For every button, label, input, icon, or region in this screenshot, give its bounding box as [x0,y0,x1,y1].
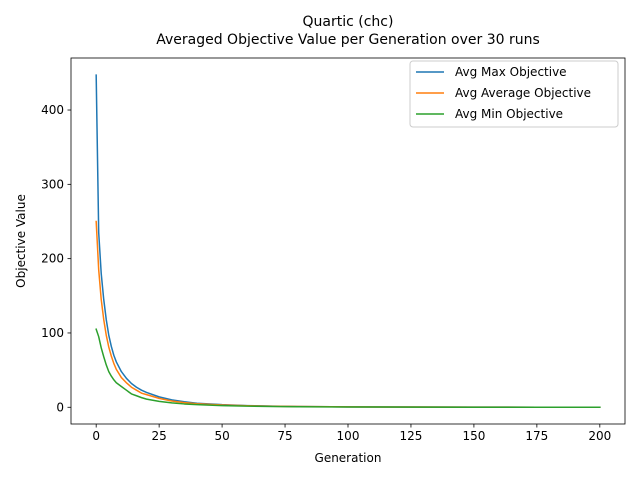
legend-label-2: Avg Average Objective [455,86,591,100]
y-tick-label: 200 [41,252,64,266]
x-axis-label: Generation [315,451,382,465]
y-axis-label: Objective Value [14,194,28,288]
x-tick-label: 200 [588,429,611,443]
y-tick-label: 0 [56,400,64,414]
x-tick-label: 175 [525,429,548,443]
series-line-2 [95,220,601,408]
series-layer [95,74,601,408]
y-tick-label: 100 [41,326,64,340]
y-tick-label: 400 [41,103,64,117]
x-tick-label: 100 [337,429,360,443]
legend-box [409,60,619,128]
legend-label-1: Avg Max Objective [455,65,567,79]
x-tick-label: 50 [214,429,229,443]
x-tick-label: 25 [151,429,166,443]
legend: Avg Max Objective Avg Average Objective Av… [409,60,619,128]
x-tick-label: 75 [277,429,292,443]
chart-title: Quartic (chc) [303,14,394,30]
x-tick-label: 0 [92,429,100,443]
y-tick-label: 300 [41,177,64,191]
series-line-3 [95,328,601,408]
legend-label-3: Avg Min Objective [455,107,563,121]
x-axis: 0 25 50 75 100 125 150 175 200 [92,424,611,443]
chart-subtitle: Averaged Objective Value per Generation … [156,32,540,48]
y-axis: 0 100 200 300 400 [41,103,71,414]
x-tick-label: 125 [400,429,423,443]
x-tick-label: 150 [462,429,485,443]
